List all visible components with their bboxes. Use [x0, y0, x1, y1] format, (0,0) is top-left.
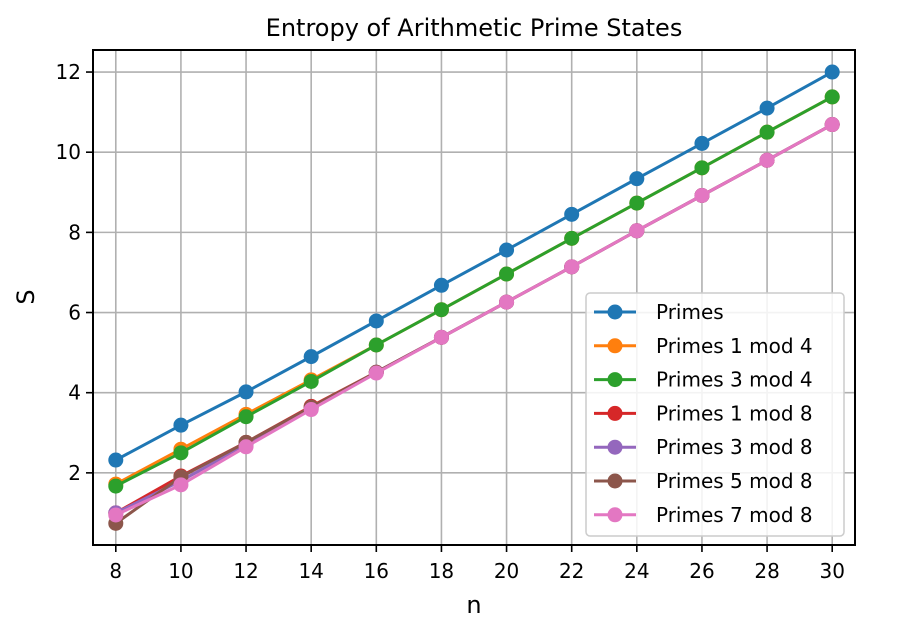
data-point-primes-3-mod-4 — [694, 160, 710, 176]
x-tick-label: 16 — [364, 559, 389, 583]
legend-marker-primes-1-mod-4 — [607, 338, 623, 354]
data-point-primes-7-mod-8 — [629, 223, 645, 239]
data-point-primes-7-mod-8 — [238, 439, 254, 455]
series-line-primes-7-mod-8 — [115, 123, 833, 517]
y-tick-label: 8 — [68, 220, 81, 244]
y-tick-label: 2 — [68, 461, 81, 485]
data-point-primes — [368, 313, 384, 329]
data-point-primes-3-mod-4 — [499, 266, 515, 282]
x-tick-label: 20 — [494, 559, 519, 583]
data-point-primes-3-mod-4 — [108, 478, 124, 494]
legend-marker-primes-5-mod-8 — [607, 473, 623, 489]
x-tick-label: 22 — [559, 559, 584, 583]
legend-label-primes-5-mod-8: Primes 5 mod 8 — [656, 469, 813, 493]
x-axis-label: n — [466, 591, 481, 619]
x-tick-label: 10 — [168, 559, 193, 583]
y-axis-label: S — [12, 289, 40, 304]
legend-marker-primes — [607, 304, 623, 320]
series-line-primes — [115, 70, 833, 462]
x-tick-label: 28 — [754, 559, 779, 583]
data-point-primes — [238, 384, 254, 400]
x-tick-label: 8 — [109, 559, 122, 583]
y-tick-label: 4 — [68, 381, 81, 405]
data-point-primes-7-mod-8 — [433, 329, 449, 345]
legend-label-primes-3-mod-4: Primes 3 mod 4 — [656, 368, 813, 392]
legend-marker-primes-1-mod-8 — [607, 405, 623, 421]
legend-label-primes-1-mod-8: Primes 1 mod 8 — [656, 401, 813, 425]
y-tick-label: 10 — [56, 140, 81, 164]
data-point-primes-3-mod-4 — [303, 373, 319, 389]
x-tick-label: 12 — [233, 559, 258, 583]
data-point-primes — [824, 64, 840, 80]
data-point-primes-3-mod-4 — [629, 195, 645, 211]
data-point-primes-7-mod-8 — [368, 365, 384, 381]
legend-marker-primes-7-mod-8 — [607, 507, 623, 523]
data-point-primes — [303, 349, 319, 365]
data-point-primes-3-mod-4 — [564, 230, 580, 246]
legend-label-primes-1-mod-4: Primes 1 mod 4 — [656, 334, 813, 358]
data-point-primes-3-mod-4 — [368, 337, 384, 353]
legend-label-primes: Primes — [656, 300, 724, 324]
legend-marker-primes-3-mod-4 — [607, 372, 623, 388]
x-tick-label: 26 — [689, 559, 714, 583]
data-point-primes-7-mod-8 — [564, 259, 580, 275]
plot-frame — [92, 49, 856, 546]
data-point-primes — [433, 277, 449, 293]
legend: Primes Primes 1 mod 4 Primes 3 mod 4 Primes… — [585, 292, 845, 537]
data-point-primes-7-mod-8 — [759, 152, 775, 168]
x-tick-label: 24 — [624, 559, 649, 583]
data-point-primes-7-mod-8 — [499, 294, 515, 310]
data-point-primes-3-mod-4 — [759, 124, 775, 140]
data-point-primes-7-mod-8 — [303, 402, 319, 418]
series-line-primes-3-mod-4 — [115, 95, 833, 488]
series-layer — [108, 64, 840, 531]
data-point-primes-3-mod-4 — [824, 89, 840, 105]
x-tick-label: 30 — [819, 559, 844, 583]
data-point-primes-7-mod-8 — [694, 187, 710, 203]
data-point-primes — [108, 452, 124, 468]
data-point-primes-3-mod-4 — [238, 409, 254, 425]
data-point-primes-7-mod-8 — [173, 477, 189, 493]
data-point-primes — [759, 100, 775, 116]
y-tick-label: 12 — [56, 60, 81, 84]
data-point-primes-7-mod-8 — [824, 117, 840, 133]
chart-title: Entropy of Arithmetic Prime States — [266, 14, 683, 42]
y-tick-label: 6 — [68, 301, 81, 325]
legend-box — [585, 292, 845, 537]
data-point-primes — [629, 171, 645, 187]
series-primes — [108, 64, 840, 468]
data-point-primes — [564, 206, 580, 222]
data-point-primes — [694, 135, 710, 151]
legend-marker-primes-3-mod-8 — [607, 439, 623, 455]
data-point-primes-3-mod-4 — [433, 302, 449, 318]
data-point-primes — [173, 417, 189, 433]
x-tick-label: 14 — [298, 559, 323, 583]
series-primes-3-mod-4 — [108, 89, 840, 494]
series-primes-7-mod-8 — [108, 117, 840, 523]
data-point-primes — [499, 242, 515, 258]
data-point-primes-3-mod-4 — [173, 445, 189, 461]
x-tick-label: 18 — [429, 559, 454, 583]
legend-label-primes-3-mod-8: Primes 3 mod 8 — [656, 435, 813, 459]
data-point-primes-7-mod-8 — [108, 507, 124, 523]
legend-label-primes-7-mod-8: Primes 7 mod 8 — [656, 503, 813, 527]
